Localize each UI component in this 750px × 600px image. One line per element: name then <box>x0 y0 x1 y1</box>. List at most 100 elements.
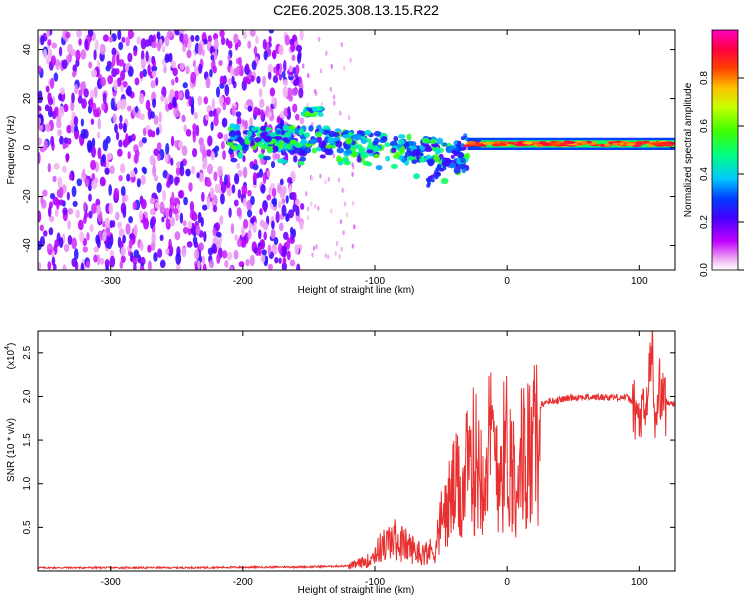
spectrogram-cell <box>340 42 343 48</box>
spectrogram-cell <box>212 204 218 213</box>
spectrogram-cell <box>413 173 420 180</box>
snr-y-tick-label: 2.0 <box>22 389 33 403</box>
spectrogram-cell <box>278 73 283 81</box>
multiplier-prefix: (x10 <box>6 349 17 369</box>
spectrogram-cell <box>205 180 212 187</box>
spectrogram-cell <box>343 201 347 207</box>
spectrogram-cell <box>61 59 68 70</box>
spectrogram-cell <box>214 222 221 232</box>
spectrogram-cell <box>351 243 355 249</box>
spectrogram-cell <box>252 172 257 183</box>
spectrogram-cell <box>194 248 200 260</box>
spectrogram-cell <box>105 135 111 144</box>
spectrogram-cell <box>421 137 430 144</box>
spectrogram-cell <box>214 145 220 152</box>
spectrogram-cell <box>63 103 69 113</box>
spectrogram-cell <box>263 50 268 61</box>
spectrogram-cell <box>84 177 90 188</box>
spectrogram-cell <box>246 209 253 218</box>
spectrogram-cell <box>209 187 215 199</box>
spectrogram-cell <box>305 191 308 197</box>
spectrogram-cell <box>418 157 427 163</box>
spectrogram-cell <box>231 105 236 117</box>
spectrogram-cell <box>384 142 391 148</box>
spectrogram-cell <box>353 224 356 230</box>
spectrogram-cell <box>190 104 195 116</box>
spectrogram-cell <box>318 141 326 149</box>
spectrogram-cell <box>52 196 59 206</box>
spectrogram-cell <box>83 201 87 212</box>
spectrogram-cell <box>147 244 152 253</box>
spectrogram-cell <box>275 68 280 77</box>
spectrogram-cell <box>336 147 345 154</box>
spectrogram-cell <box>97 147 102 160</box>
spectrogram-cell <box>136 178 141 188</box>
spectrogram-cell <box>458 163 466 170</box>
spectrogram-cell <box>216 107 222 115</box>
spectrogram-cell <box>242 155 246 163</box>
spectrogram-cell <box>59 135 64 145</box>
spectrogram-cell <box>91 179 98 190</box>
spectrogram-cell <box>195 224 201 236</box>
spectrogram-cell <box>86 140 93 151</box>
spectrogram-cell <box>299 30 304 41</box>
spectrogram-cell <box>342 65 346 71</box>
spectrogram-cell <box>238 261 245 268</box>
spectrogram-cell <box>95 204 101 215</box>
spectrogram-cell <box>178 30 185 34</box>
spectrogram-cell <box>91 203 97 215</box>
spectrogram-cell <box>339 110 342 116</box>
spectrogram-cell <box>202 148 207 158</box>
spectrogram-cell <box>139 256 146 266</box>
spectrogram-cell <box>253 221 257 232</box>
spectrogram-cell <box>139 241 144 252</box>
spectrogram-cell <box>228 207 232 218</box>
spectrogram-cell <box>457 152 465 159</box>
spectrogram-cell <box>313 203 317 209</box>
spectrogram-cell <box>150 208 155 216</box>
spectrogram-cell <box>125 223 131 235</box>
spectrogram-cell <box>151 65 158 72</box>
spectrogram-cell <box>448 162 457 169</box>
spectrogram-y-tick-label: 20 <box>22 93 33 105</box>
spectrogram-cell <box>118 139 123 148</box>
spectrogram-cell <box>560 142 570 145</box>
spectrogram-cell <box>297 149 306 156</box>
spectrogram-cell <box>118 174 123 182</box>
spectrogram-cell <box>140 175 146 186</box>
spectrogram-cell <box>213 171 218 182</box>
spectrogram-cell <box>459 157 466 164</box>
spectrogram-cell <box>277 200 282 209</box>
spectrogram-cell <box>514 143 525 146</box>
spectrogram-cell <box>270 160 276 169</box>
spectrogram-cell <box>288 184 292 195</box>
snr-x-tick-label: 100 <box>631 577 648 588</box>
spectrogram-cell <box>142 127 147 136</box>
spectrogram-cell <box>247 105 253 112</box>
spectrogram-cell <box>147 129 153 138</box>
spectrogram-cell <box>207 35 212 43</box>
spectrogram-cell <box>67 234 73 246</box>
spectrogram-cell <box>332 94 336 100</box>
spectrogram-cell <box>328 130 337 138</box>
spectrogram-cell <box>300 203 305 210</box>
spectrogram-cell <box>339 219 343 225</box>
spectrogram-cell <box>337 177 341 183</box>
spectrogram-cell <box>168 207 173 219</box>
spectrogram-cell <box>77 95 83 104</box>
spectrogram-cell <box>200 217 204 227</box>
spectrogram-cell <box>113 187 120 200</box>
spectrogram-cell <box>63 137 69 144</box>
spectrogram-cell <box>257 245 262 257</box>
spectrogram-cell <box>272 75 279 84</box>
spectrogram-cell <box>47 261 52 270</box>
spectrogram-cell <box>203 96 209 105</box>
spectrogram-cell <box>65 153 69 163</box>
spectrogram-cell <box>279 222 284 232</box>
spectrogram-cell <box>192 123 197 131</box>
spectrogram-cell <box>145 50 149 62</box>
spectrogram-cell <box>78 89 83 98</box>
spectrogram-cell <box>242 31 247 40</box>
spectrogram-cell <box>288 65 293 73</box>
spectrogram-cell <box>298 127 304 135</box>
